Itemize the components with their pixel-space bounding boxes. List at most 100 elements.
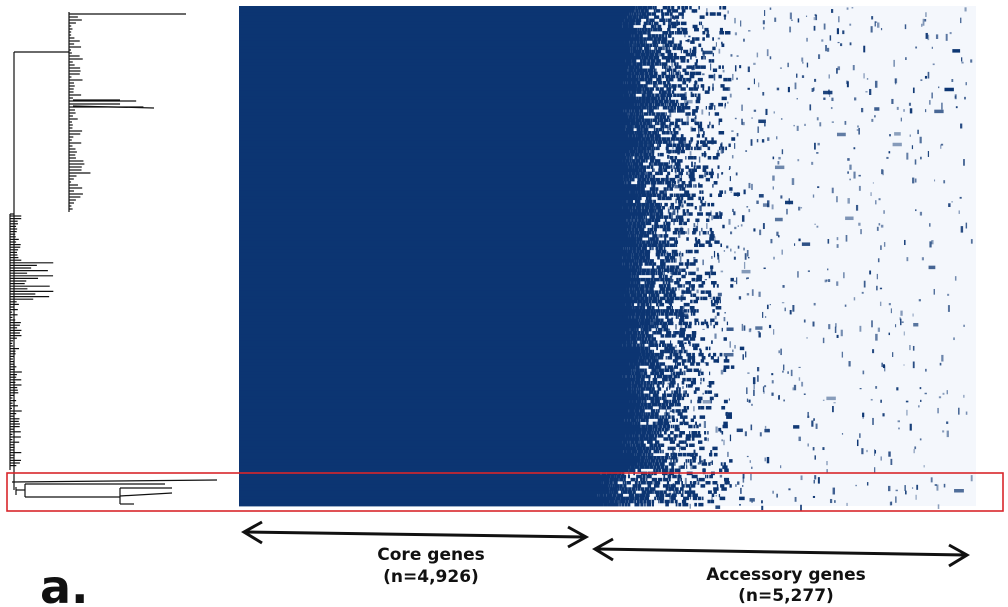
transition-cell (674, 402, 677, 407)
transition-cell (650, 27, 653, 32)
transition-cell (654, 399, 660, 404)
heatmap-row (239, 143, 639, 148)
accessory-speck (730, 248, 732, 252)
transition-cell (624, 181, 627, 185)
transition-cell (665, 74, 671, 79)
heatmap-row (239, 318, 639, 323)
transition-cell (666, 252, 672, 257)
transition-cell (645, 387, 652, 391)
transition-cell (631, 387, 634, 391)
transition-cell (651, 184, 653, 188)
accessory-speck (812, 321, 815, 327)
transition-cell (709, 121, 711, 126)
transition-cell (673, 349, 676, 354)
transition-cell (658, 468, 661, 473)
transition-cell (661, 74, 665, 79)
transition-cell (636, 249, 640, 254)
accessory-speck (736, 55, 739, 57)
accessory-speck (678, 445, 682, 449)
transition-cell (692, 109, 698, 113)
transition-cell (657, 443, 661, 448)
transition-cell (693, 84, 697, 88)
transition-cell (646, 37, 653, 41)
heatmap-row (239, 249, 628, 254)
transition-cell (681, 27, 688, 32)
transition-cell (679, 177, 683, 182)
transition-cell (630, 365, 636, 369)
transition-cell (655, 293, 660, 298)
transition-cell (652, 106, 657, 110)
transition-cell (691, 146, 693, 151)
transition-cell (652, 462, 655, 466)
transition-cell (657, 24, 662, 29)
transition-cell (635, 9, 639, 13)
accessory-speck (912, 345, 915, 351)
transition-cell (632, 306, 635, 310)
transition-cell (631, 171, 636, 176)
transition-cell (671, 384, 675, 388)
transition-cell (674, 437, 677, 441)
transition-cell (643, 371, 648, 376)
transition-cell (694, 343, 700, 348)
accessory-speck (729, 93, 732, 98)
accessory-speck (720, 41, 723, 45)
transition-cell (702, 168, 707, 173)
transition-cell (649, 202, 655, 207)
transition-cell (713, 140, 717, 144)
accessory-speck (700, 140, 702, 144)
accessory-speck (952, 49, 961, 53)
transition-cell (644, 281, 647, 285)
transition-cell (638, 318, 641, 323)
transition-cell (616, 493, 618, 498)
transition-cell (698, 184, 703, 188)
accessory-speck (798, 238, 801, 242)
heatmap-row (239, 131, 635, 135)
transition-cell (641, 206, 645, 210)
transition-cell (655, 409, 658, 413)
transition-cell (659, 87, 664, 91)
transition-cell (675, 118, 681, 123)
accessory-speck (819, 122, 822, 127)
transition-cell (629, 112, 634, 116)
accessory-speck (751, 500, 753, 503)
accessory-speck (878, 198, 881, 201)
transition-cell (694, 237, 698, 241)
transition-cell (643, 324, 649, 329)
accessory-speck (918, 405, 920, 408)
accessory-speck (694, 161, 696, 168)
transition-cell (632, 134, 636, 138)
accessory-speck (672, 448, 675, 455)
transition-cell (631, 368, 634, 373)
accessory-speck (764, 428, 770, 433)
transition-cell (623, 81, 626, 85)
accessory-speck (798, 377, 801, 381)
accessory-speck (920, 399, 922, 402)
transition-cell (631, 71, 635, 76)
transition-cell (651, 93, 655, 98)
transition-cell (675, 71, 680, 76)
transition-cell (657, 81, 662, 85)
transition-cell (653, 456, 657, 460)
transition-cell (681, 181, 686, 185)
transition-cell (631, 159, 636, 163)
transition-cell (680, 59, 686, 63)
transition-cell (638, 362, 641, 366)
heatmap-row (239, 31, 638, 35)
heatmap-row (239, 259, 635, 263)
transition-cell (665, 452, 669, 457)
accessory-speck (890, 308, 892, 314)
transition-cell (640, 331, 645, 335)
accessory-speck (905, 400, 909, 403)
transition-cell (636, 40, 640, 44)
accessory-speck (758, 332, 761, 338)
transition-cell (636, 337, 640, 341)
transition-cell (648, 152, 652, 157)
accessory-speck (720, 369, 724, 375)
transition-cell (655, 362, 660, 366)
transition-cell (691, 9, 698, 13)
transition-cell (623, 449, 627, 454)
heatmap-row (239, 309, 642, 313)
accessory-speck (675, 231, 678, 235)
accessory-speck (826, 396, 836, 401)
heatmap-row (239, 68, 628, 73)
